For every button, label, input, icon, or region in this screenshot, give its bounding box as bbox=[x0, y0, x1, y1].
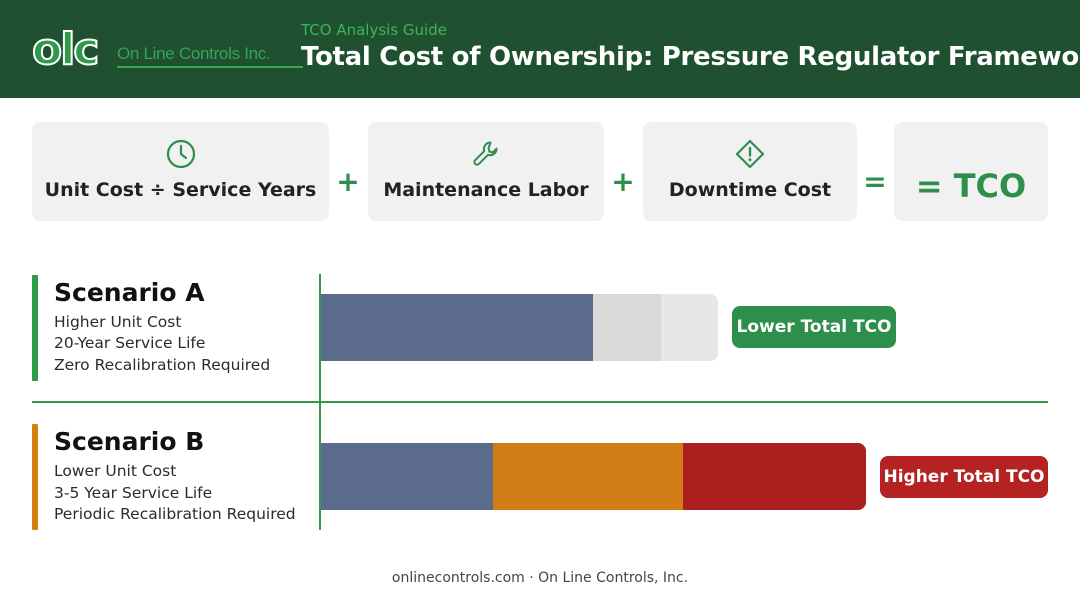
bar-baseline-axis bbox=[319, 274, 321, 530]
cost-segment-3 bbox=[661, 294, 718, 361]
plus-operator: + bbox=[611, 165, 635, 198]
logo-mark: olc bbox=[31, 24, 100, 75]
cost-segment-1 bbox=[321, 294, 593, 361]
scenario-b-detail: Lower Unit Cost bbox=[54, 462, 177, 480]
cost-segment-2 bbox=[593, 294, 661, 361]
logo-underline bbox=[117, 66, 303, 68]
formula-term-label: Downtime Cost bbox=[668, 179, 832, 201]
scenario-a-badge: Lower Total TCO bbox=[732, 306, 896, 348]
scenario-a-detail: 20-Year Service Life bbox=[54, 334, 206, 352]
scenario-a-title: Scenario A bbox=[54, 278, 205, 307]
logo-company-name: On Line Controls Inc. bbox=[117, 44, 271, 63]
header-banner: olc On Line Controls Inc. TCO Analysis G… bbox=[0, 0, 1080, 98]
scenario-divider bbox=[32, 401, 1048, 403]
footer-text: onlinecontrols.com · On Line Controls, I… bbox=[391, 570, 689, 586]
scenario-a-accent bbox=[32, 275, 38, 381]
formula-term-downtime: Downtime Cost bbox=[643, 122, 857, 221]
plus-operator: + bbox=[336, 165, 360, 198]
scenario-b-detail: Periodic Recalibration Required bbox=[54, 505, 296, 523]
formula-result: = TCO bbox=[894, 122, 1048, 221]
scenario-a-detail: Zero Recalibration Required bbox=[54, 356, 271, 374]
header-subtitle: TCO Analysis Guide bbox=[301, 21, 447, 39]
equals-operator: = bbox=[863, 165, 887, 198]
cost-segment-1 bbox=[321, 443, 493, 510]
formula-term-unit-cost: Unit Cost ÷ Service Years bbox=[32, 122, 329, 221]
formula-term-label: Maintenance Labor bbox=[383, 179, 589, 201]
scenario-a-detail: Higher Unit Cost bbox=[54, 313, 182, 331]
warning-diamond-icon bbox=[735, 139, 765, 169]
scenario-b-title: Scenario B bbox=[54, 427, 205, 456]
scenario-a-cost-bar bbox=[321, 294, 718, 361]
formula-term-maintenance: Maintenance Labor bbox=[368, 122, 604, 221]
cost-segment-3 bbox=[683, 443, 866, 510]
scenario-b-detail: 3-5 Year Service Life bbox=[54, 484, 213, 502]
formula-term-label: Unit Cost ÷ Service Years bbox=[44, 179, 317, 201]
cost-segment-2 bbox=[493, 443, 683, 510]
scenario-b-cost-bar bbox=[321, 443, 866, 510]
formula-result-label: = TCO bbox=[915, 167, 1027, 205]
scenario-b-accent bbox=[32, 424, 38, 530]
scenario-b-badge: Higher Total TCO bbox=[880, 456, 1048, 498]
clock-icon bbox=[166, 139, 195, 169]
wrench-icon bbox=[473, 141, 498, 166]
page-title: Total Cost of Ownership: Pressure Regula… bbox=[301, 42, 1080, 72]
